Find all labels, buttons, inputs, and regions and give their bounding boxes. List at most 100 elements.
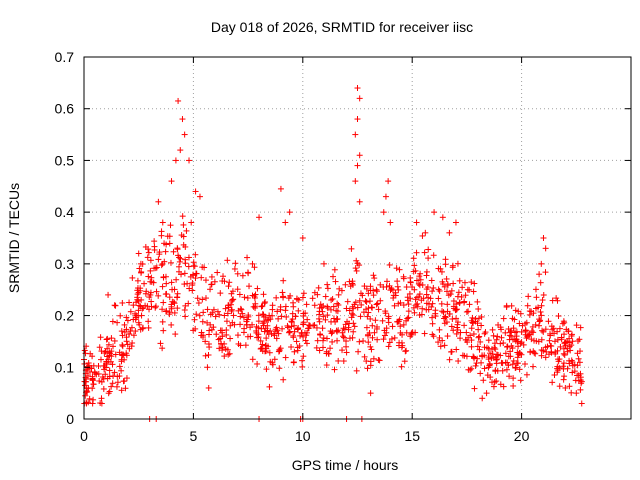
data-point [161,258,168,265]
data-point [419,305,426,312]
data-point [474,320,481,327]
data-point [214,308,221,315]
data-point [476,346,483,353]
data-point [385,343,392,350]
data-point [530,363,537,370]
data-point [359,292,366,299]
data-point [198,274,205,281]
data-point [385,313,392,320]
data-point [369,322,376,329]
data-point [361,283,368,290]
data-point [545,351,552,358]
data-point [136,302,143,309]
data-point [315,284,322,291]
data-point [463,329,470,336]
data-point [148,274,155,281]
data-point [409,329,416,336]
data-point [333,327,340,334]
data-point [300,353,307,360]
data-point [454,260,461,267]
data-point [135,250,142,257]
y-tick-label: 0.6 [55,101,75,117]
y-tick-label: 0.1 [55,359,75,375]
data-point [454,319,461,326]
data-point [156,251,163,258]
data-point [98,378,105,385]
data-point [429,320,436,327]
data-point [528,308,535,315]
data-point [565,328,572,335]
data-point [486,360,493,367]
data-point [182,313,189,320]
data-point [547,342,554,349]
data-point [231,265,238,272]
data-point [509,315,516,322]
data-point [254,360,261,367]
data-point [159,345,166,352]
data-point [374,300,381,307]
data-point [336,285,343,292]
data-point [505,362,512,369]
data-point [425,294,432,301]
data-point [112,351,119,358]
data-point [439,214,446,221]
data-point [200,309,207,316]
data-point [577,324,584,331]
data-point [179,213,186,220]
data-point [522,331,529,338]
data-point [193,311,200,318]
data-point [96,377,103,384]
data-point [349,303,356,310]
data-point [317,301,324,308]
data-point [282,354,289,361]
data-point [311,322,318,329]
data-point [567,347,574,354]
data-point [125,330,132,337]
data-point [367,343,374,350]
data-point [452,307,459,314]
data-point [498,326,505,333]
data-point [324,285,331,292]
data-point [555,358,562,365]
data-point [516,366,523,373]
data-point [574,362,581,369]
data-point [429,288,436,295]
data-point [402,348,409,355]
data-point [510,325,517,332]
data-point [505,353,512,360]
data-point [277,306,284,313]
data-point [278,313,285,320]
data-point [506,373,513,380]
data-point [196,193,203,200]
data-point [542,344,549,351]
data-point [135,307,142,314]
data-point [107,358,114,365]
data-point [116,363,123,370]
data-point [208,326,215,333]
data-point [509,361,516,368]
data-point [475,315,482,322]
data-point [168,301,175,308]
data-point [416,273,423,280]
data-point [186,285,193,292]
data-point [423,306,430,313]
data-point [400,273,407,280]
data-point [387,219,394,226]
data-point [373,323,380,330]
data-point [549,379,556,386]
data-point [126,299,133,306]
data-point [279,289,286,296]
data-point [542,326,549,333]
data-point [444,281,451,288]
data-point [244,333,251,340]
data-point [361,353,368,360]
data-point [383,278,390,285]
data-point [320,313,327,320]
data-point [332,278,339,285]
data-point [403,347,410,354]
data-point [182,243,189,250]
data-point [103,359,110,366]
data-point [136,265,143,272]
data-point [536,271,543,278]
data-point [223,318,230,325]
